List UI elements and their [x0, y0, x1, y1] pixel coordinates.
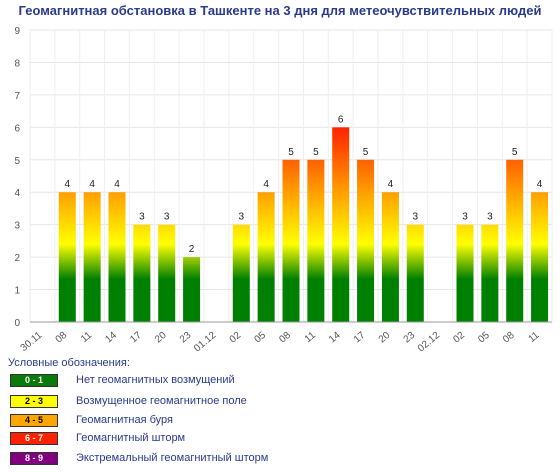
y-tick-label: 9: [14, 26, 20, 37]
x-tick-label: 08: [54, 330, 70, 346]
bar: [83, 192, 101, 322]
x-tick-label: 01.12: [192, 330, 219, 352]
y-tick-label: 0: [14, 318, 20, 329]
bar: [58, 192, 76, 322]
bar-value-label: 3: [239, 212, 245, 223]
chart-title: Геомагнитная обстановка в Ташкенте на 3 …: [18, 3, 542, 18]
x-tick-label: 02.12: [416, 330, 443, 352]
bar-value-label: 5: [363, 147, 369, 158]
bar: [307, 159, 325, 322]
bar-value-label: 5: [288, 147, 294, 158]
legend-swatch: 0 - 1: [10, 374, 58, 387]
bar: [506, 159, 524, 322]
legend-swatch: 4 - 5: [10, 414, 58, 427]
x-tick-label: 14: [327, 330, 343, 346]
bar: [108, 192, 126, 322]
bar-value-label: 2: [189, 244, 195, 255]
bar: [332, 127, 350, 322]
legend-title: Условные обозначения:: [8, 357, 130, 369]
bar-value-label: 4: [263, 179, 269, 190]
legend-label: Геомагнитная буря: [76, 414, 173, 426]
x-tick-label: 08: [501, 330, 517, 346]
x-tick-label: 23: [402, 330, 418, 346]
y-tick-label: 8: [14, 58, 20, 69]
bar: [158, 224, 176, 322]
labels-layer: 4 4 4 3 3 2 3 4 5 5 6 5 4 3 3 3 5 4: [65, 114, 543, 255]
bar-value-label: 4: [65, 179, 71, 190]
bar-value-label: 3: [487, 212, 493, 223]
bar: [183, 257, 201, 322]
y-tick-label: 2: [14, 253, 20, 264]
bar: [406, 224, 424, 322]
bar: [481, 224, 499, 322]
bar: [531, 192, 549, 322]
bar: [381, 192, 399, 322]
legend-label: Геомагнитный шторм: [76, 432, 186, 444]
bar-value-label: 3: [413, 212, 419, 223]
x-tick-label: 05: [252, 330, 268, 346]
x-tick-label: 05: [476, 330, 492, 346]
x-tick-label: 11: [303, 330, 318, 345]
bar: [257, 192, 275, 322]
bar-value-label: 4: [114, 179, 120, 190]
legend-label: Нет геомагнитных возмущений: [76, 374, 235, 386]
bar-value-label: 5: [512, 147, 518, 158]
bar-value-label: 4: [89, 179, 95, 190]
bar-value-label: 5: [313, 147, 319, 158]
bar-value-label: 6: [338, 114, 344, 125]
y-tick-label: 5: [14, 156, 20, 167]
bar-value-label: 3: [164, 212, 170, 223]
bar: [456, 224, 474, 322]
x-tick-label: 11: [79, 330, 94, 345]
x-tick-label: 17: [352, 330, 368, 346]
x-tick-label: 14: [103, 330, 119, 346]
x-tick-label: 02: [451, 330, 467, 346]
x-tick-label: 08: [277, 330, 293, 346]
y-tick-label: 3: [14, 221, 20, 232]
x-tick-label: 23: [178, 330, 194, 346]
bars-layer: [58, 127, 549, 322]
x-tick-label: 20: [377, 330, 393, 346]
y-tick-label: 4: [14, 188, 20, 199]
x-tick-label: 11: [526, 330, 541, 345]
x-tick-label: 20: [153, 330, 169, 346]
bar-value-label: 3: [139, 212, 145, 223]
bar-value-label: 3: [462, 212, 468, 223]
legend-swatch: 6 - 7: [10, 432, 58, 445]
bar: [357, 159, 375, 322]
bar: [133, 224, 151, 322]
bar: [282, 159, 300, 322]
x-tick-label: 02: [228, 330, 244, 346]
bar-value-label: 4: [537, 179, 543, 190]
y-tick-label: 6: [14, 123, 20, 134]
y-tick-label: 1: [14, 286, 20, 297]
legend-swatch: 2 - 3: [10, 395, 58, 408]
x-tick-label: 17: [128, 330, 144, 346]
legend-swatch: 8 - 9: [10, 452, 58, 465]
bar-value-label: 4: [388, 179, 394, 190]
x-tick-label: 30.11: [19, 330, 45, 352]
bar: [232, 224, 250, 322]
legend-label: Экстремальный геомагнитный шторм: [76, 452, 269, 464]
legend-label: Возмущенное геомагнитное поле: [76, 395, 247, 407]
y-tick-label: 7: [14, 91, 20, 102]
